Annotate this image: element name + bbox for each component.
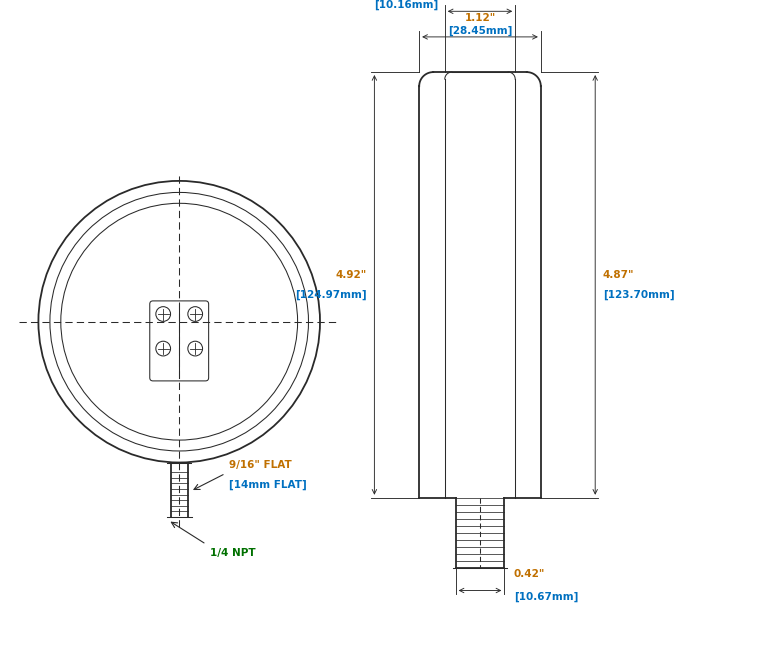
Text: [123.70mm]: [123.70mm] xyxy=(603,290,674,300)
Text: [10.16mm]: [10.16mm] xyxy=(374,0,439,10)
Text: 1.12": 1.12" xyxy=(465,13,495,23)
Text: [124.97mm]: [124.97mm] xyxy=(295,290,366,300)
Text: 4.87": 4.87" xyxy=(603,270,634,280)
Text: [14mm FLAT]: [14mm FLAT] xyxy=(229,480,306,490)
Text: 1/4 NPT: 1/4 NPT xyxy=(210,548,255,558)
Text: [10.67mm]: [10.67mm] xyxy=(514,592,578,602)
Text: 0.42": 0.42" xyxy=(514,569,545,579)
Text: 9/16" FLAT: 9/16" FLAT xyxy=(229,460,292,470)
Text: [28.45mm]: [28.45mm] xyxy=(448,25,512,35)
Text: 4.92": 4.92" xyxy=(336,270,366,280)
